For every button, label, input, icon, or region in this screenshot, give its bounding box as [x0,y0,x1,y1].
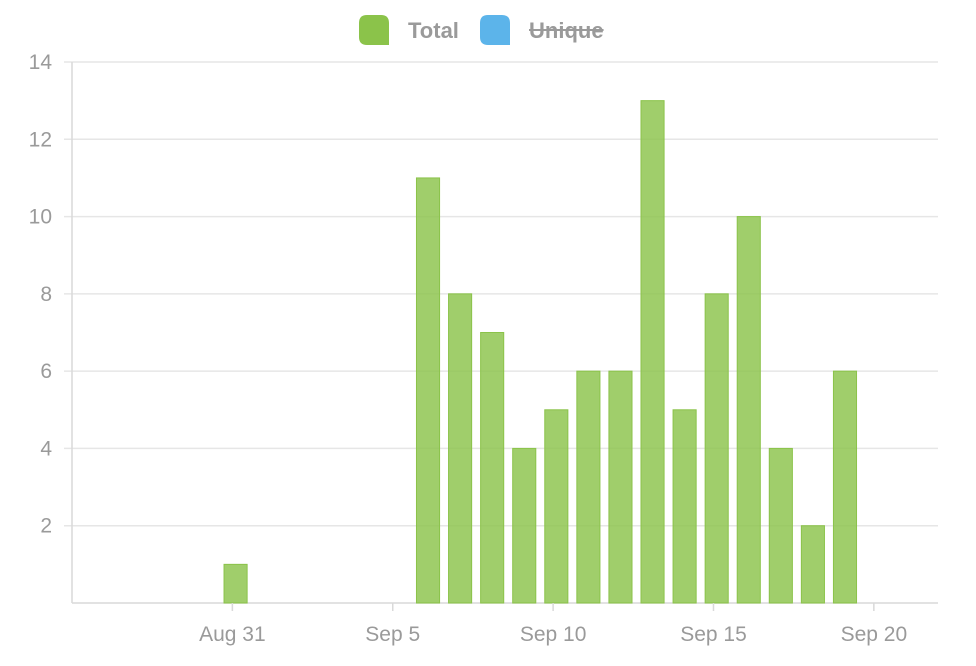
x-tick-label: Sep 15 [680,623,747,646]
bar[interactable] [415,177,441,604]
x-tick-label: Sep 5 [365,623,420,646]
legend-label-total: Total [408,18,459,43]
bar[interactable] [736,216,761,604]
bar[interactable] [576,370,601,604]
y-tick-label: 14 [29,51,53,74]
legend-swatch-total [359,15,389,45]
y-tick-label: 4 [40,437,52,460]
bar[interactable] [448,293,473,604]
bar[interactable] [608,370,633,604]
legend-swatch-unique [480,15,510,45]
y-tick-label: 10 [29,206,52,229]
axes [71,62,938,604]
legend: Total Unique [359,15,604,45]
y-tick-label: 8 [40,283,52,306]
x-tick-label: Sep 10 [520,623,587,646]
bar[interactable] [800,525,825,604]
bar[interactable] [512,447,537,604]
legend-item-unique[interactable]: Unique [480,15,604,45]
y-tick-label: 2 [40,515,52,538]
x-tick-label: Aug 31 [199,623,266,646]
bar[interactable] [704,293,729,604]
x-tick-label: Sep 20 [841,623,908,646]
bar[interactable] [832,370,858,604]
bar[interactable] [223,563,248,604]
y-axis-tick-labels: 2 4 6 8 10 12 14 [29,51,53,538]
bar[interactable] [672,409,697,604]
bar[interactable] [480,332,505,604]
x-axis-tick-labels: Aug 31 Sep 5 Sep 10 Sep 15 Sep 20 [199,603,907,646]
bar[interactable] [640,100,665,604]
y-tick-label: 12 [29,128,52,151]
bars [223,100,858,604]
y-tick-label: 6 [40,360,52,383]
bar[interactable] [768,447,793,604]
legend-item-total[interactable]: Total [359,15,459,45]
bar[interactable] [544,409,569,604]
